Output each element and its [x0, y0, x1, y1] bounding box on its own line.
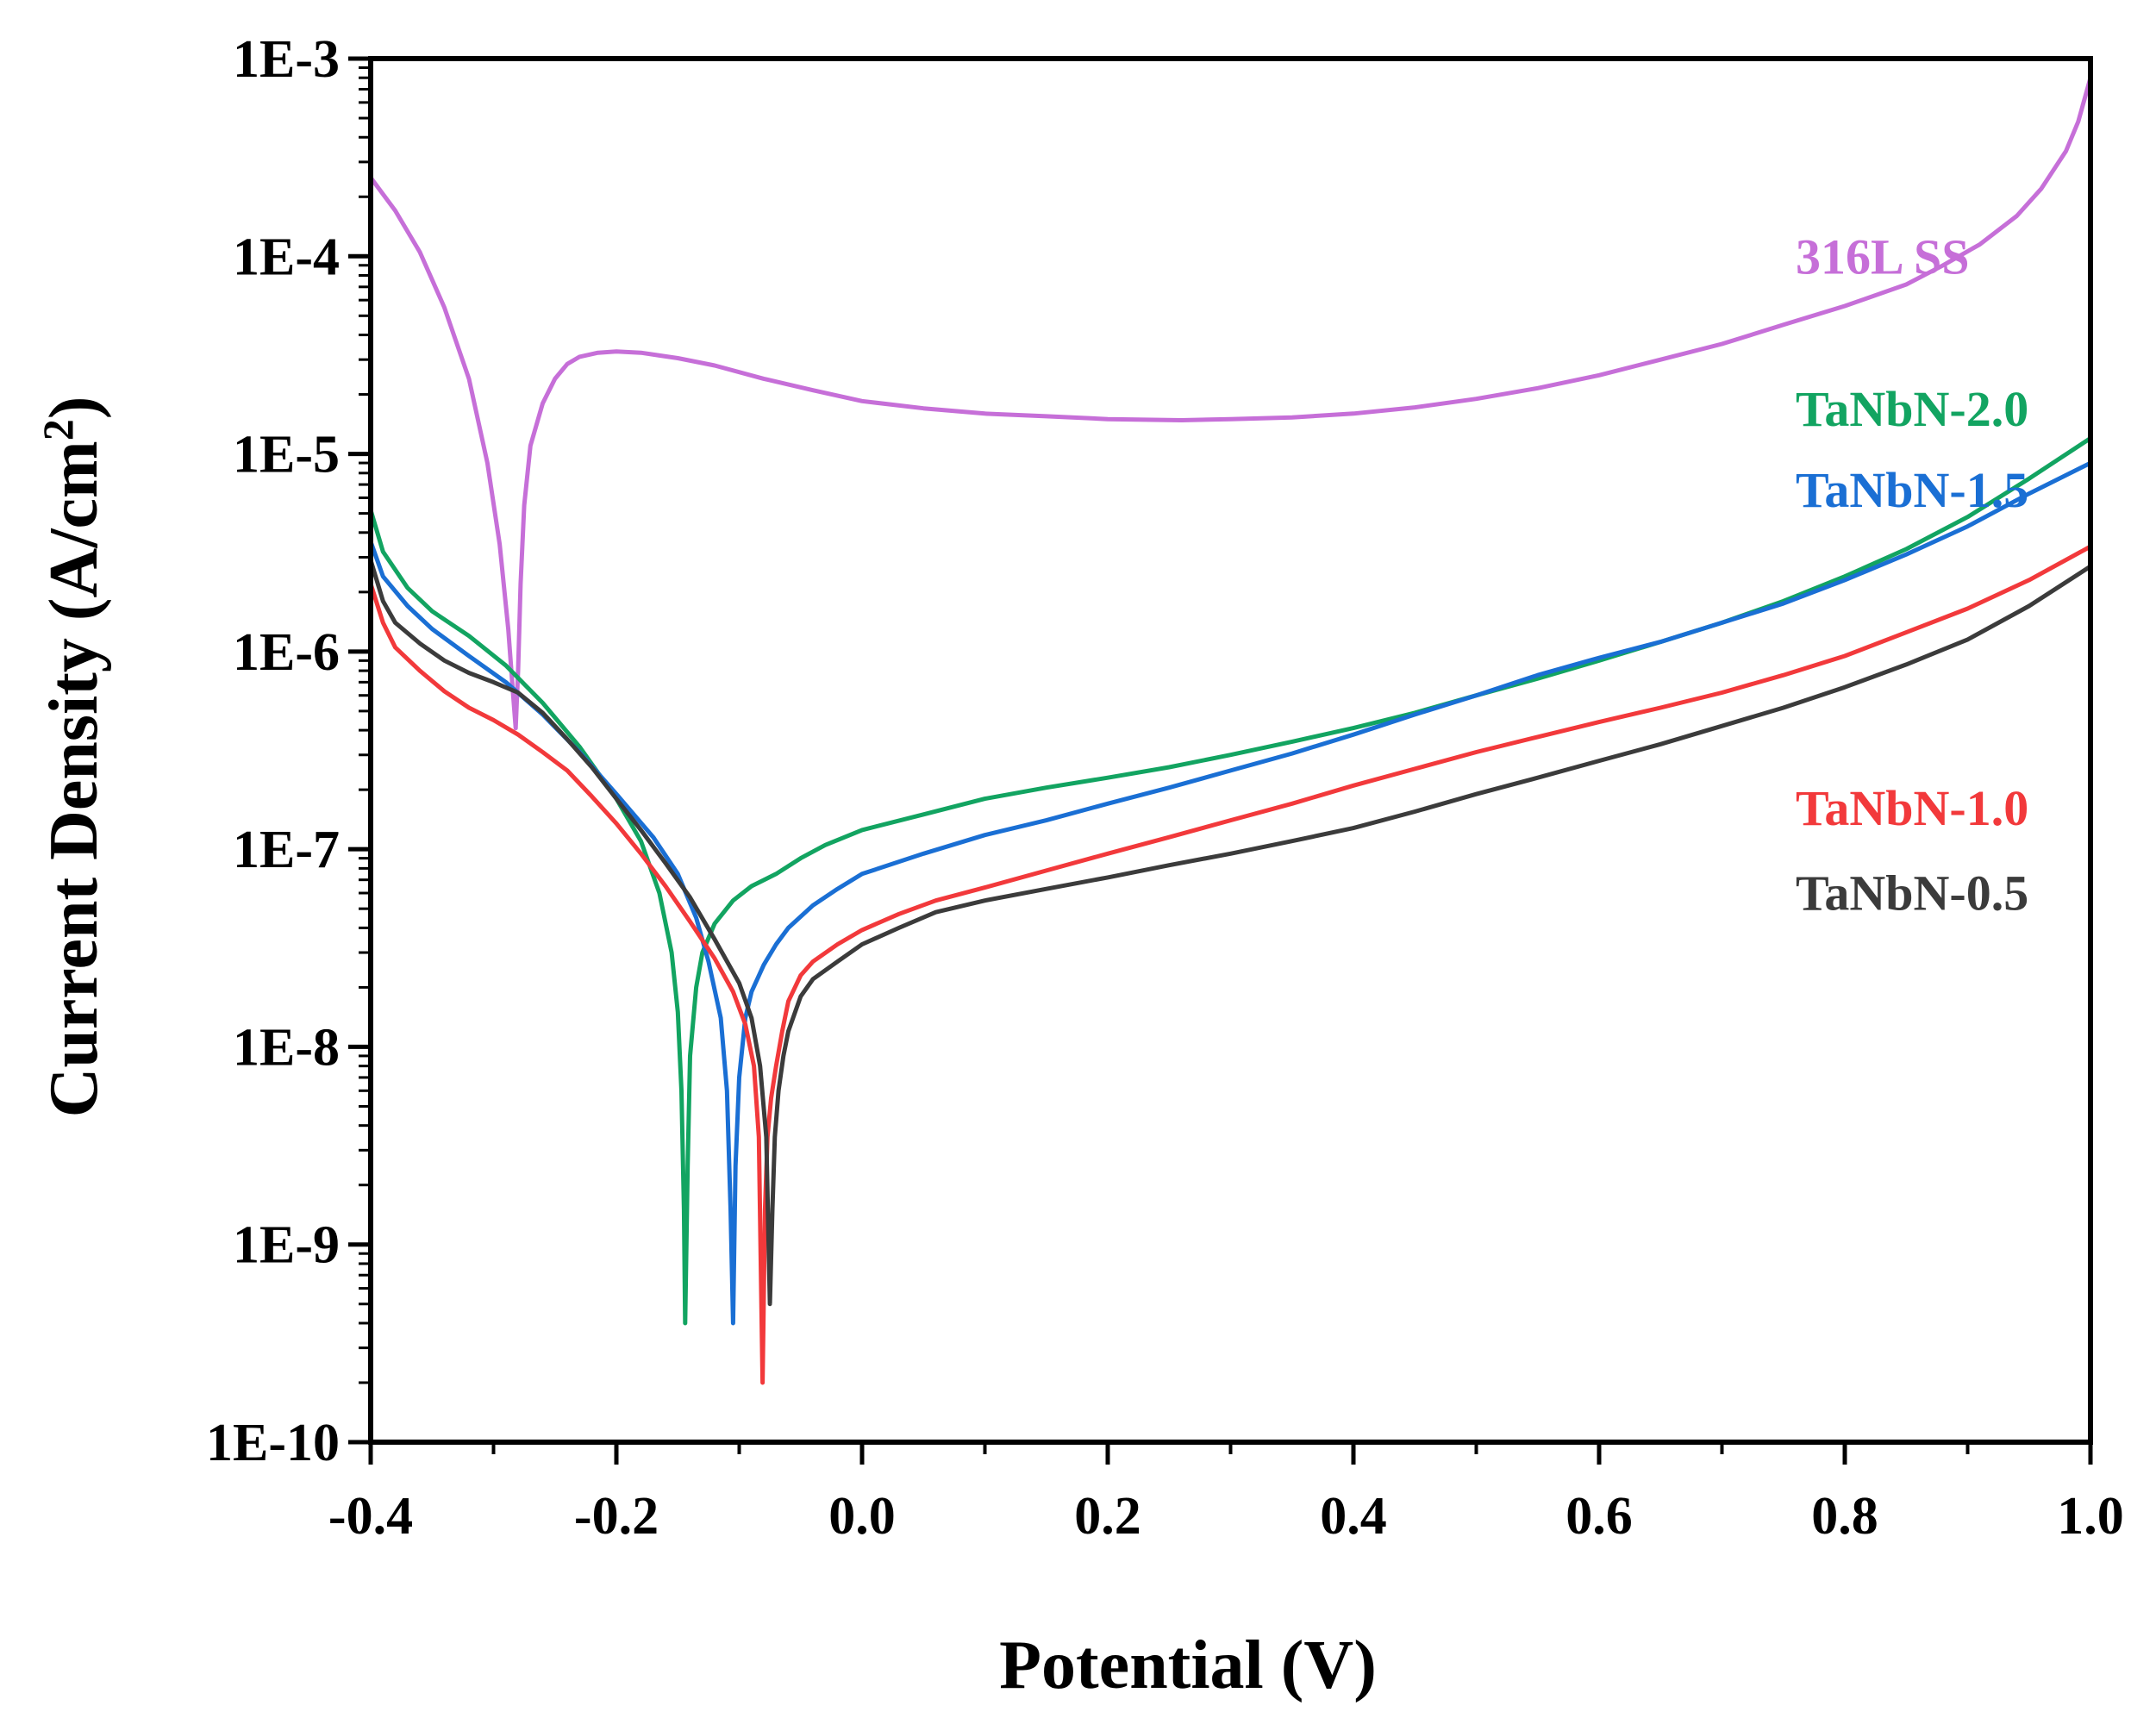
y-tick-label: 1E-8 — [233, 1018, 340, 1077]
x-tick-label: -0.4 — [328, 1487, 413, 1546]
series-label-tanbn-1-0: TaNbN-1.0 — [1796, 780, 2028, 836]
y-tick-label: 1E-3 — [233, 30, 340, 89]
y-tick-label: 1E-5 — [233, 426, 340, 484]
x-tick-label: 1.0 — [2057, 1487, 2124, 1546]
x-tick-label: 0.8 — [1811, 1487, 1878, 1546]
y-axis-title-main: Current Density (A/cm — [36, 440, 112, 1117]
x-tick-label: 0.6 — [1565, 1487, 1633, 1546]
y-tick-label: 1E-9 — [233, 1216, 340, 1275]
x-axis-ticks: -0.4 -0.2 0.0 0.2 0.4 0.6 0.8 1.0 — [328, 1442, 2124, 1546]
y-tick-label: 1E-7 — [233, 821, 340, 879]
series-label-tanbn-1-5: TaNbN-1.5 — [1796, 462, 2028, 518]
series-line-tanbn-1-0 — [368, 544, 2093, 1385]
series-label-316l-ss: 316L SS — [1796, 228, 1970, 284]
y-tick-label: 1E-10 — [206, 1414, 340, 1472]
y-axis-title-close: ) — [36, 397, 112, 420]
x-tick-label: -0.2 — [574, 1487, 659, 1546]
x-axis-title: Potential (V) — [999, 1627, 1377, 1703]
series-line-316l-ss — [368, 75, 2093, 731]
x-tick-label: 0.0 — [828, 1487, 896, 1546]
series-labels: 316L SS TaNbN-2.0 TaNbN-1.5 TaNbN-1.0 TaNbN-… — [1796, 228, 2028, 921]
x-tick-label: 0.2 — [1074, 1487, 1141, 1546]
series-label-tanbn-0-5: TaNbN-0.5 — [1796, 865, 2028, 921]
series-label-tanbn-2-0: TaNbN-2.0 — [1796, 381, 2028, 437]
y-axis-ticks: 1E-10 1E-9 1E-8 1E-7 1E-6 1E-5 1E-4 1E-3 — [206, 30, 371, 1472]
series-lines — [368, 75, 2093, 1385]
y-tick-label: 1E-4 — [233, 228, 340, 286]
y-axis-title: Current Density (A/cm2) — [34, 397, 112, 1118]
plot-frame — [368, 56, 2093, 1445]
x-tick-label: 0.4 — [1320, 1487, 1387, 1546]
series-line-tanbn-0-5 — [368, 558, 2093, 1307]
y-axis-title-superscript: 2 — [34, 419, 82, 440]
y-tick-label: 1E-6 — [233, 623, 340, 682]
